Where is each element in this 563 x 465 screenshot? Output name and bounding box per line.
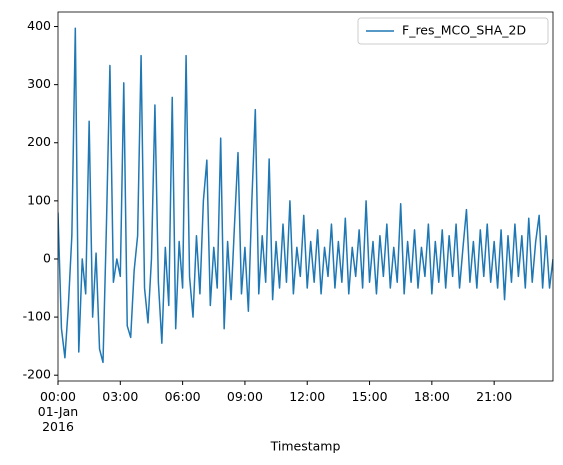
legend-box: [357, 17, 549, 45]
x-tick-label: 03:00: [102, 389, 139, 404]
x-axis-label: Timestamp: [270, 439, 341, 454]
y-tick-label: 200: [27, 134, 51, 149]
x-tick-label: 12:00: [289, 389, 326, 404]
x-tick-label: 09:00: [226, 389, 263, 404]
x-tick-label: 21:00: [476, 389, 513, 404]
y-tick-label: 100: [27, 192, 51, 207]
axes-frame: [57, 11, 554, 382]
y-tick-label: -100: [23, 309, 51, 324]
x-tick-label: 15:00: [351, 389, 388, 404]
legend-label: F_res_MCO_SHA_2D: [402, 23, 526, 38]
y-tick-label: 400: [27, 18, 51, 33]
y-tick-label: 0: [43, 250, 51, 265]
y-tick-label: -200: [23, 367, 51, 382]
x-tick-label: 06:00: [164, 389, 201, 404]
x-tick-label: 18:00: [413, 389, 450, 404]
data-line: [58, 27, 553, 364]
x-tick-label: 00:00 01-Jan 2016: [37, 389, 79, 434]
y-tick-label: 300: [27, 76, 51, 91]
